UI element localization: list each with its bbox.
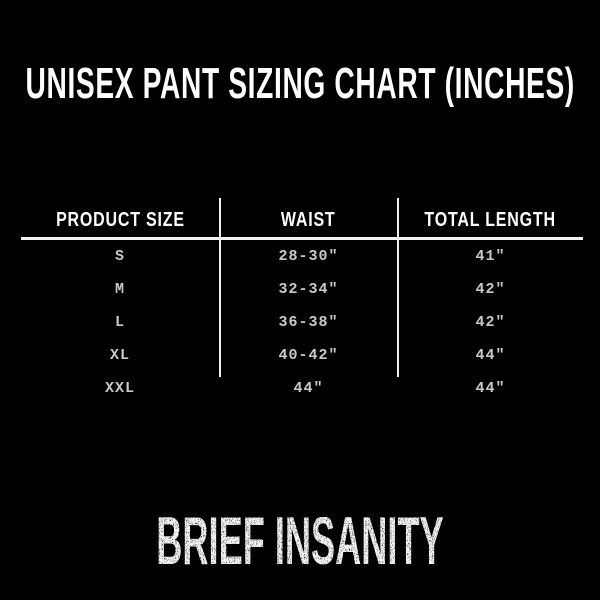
svg-text:BRIEF INSANITY: BRIEF INSANITY xyxy=(156,517,443,579)
